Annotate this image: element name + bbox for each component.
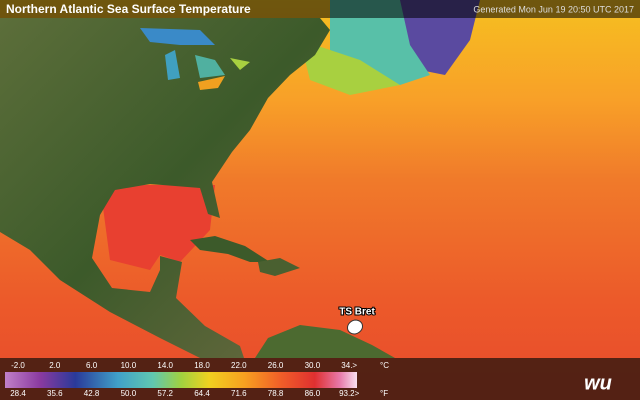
fahrenheit-label: 28.4 [10, 389, 26, 398]
color-scale [5, 372, 357, 388]
title: Northern Atlantic Sea Surface Temperatur… [6, 2, 251, 16]
celsius-label: 26.0 [268, 361, 284, 370]
celsius-label: 10.0 [121, 361, 137, 370]
great-lake [140, 28, 215, 45]
celsius-label: 2.0 [49, 361, 61, 370]
hispaniola [258, 258, 300, 276]
fahrenheit-label: 57.2 [157, 389, 173, 398]
great-lake [165, 50, 180, 80]
fahrenheit-unit: °F [380, 389, 388, 398]
celsius-label: 34.> [341, 361, 357, 370]
south-america [255, 325, 395, 358]
celsius-label: 6.0 [86, 361, 98, 370]
celsius-label: -2.0 [11, 361, 25, 370]
fahrenheit-label: 50.0 [121, 389, 137, 398]
great-lake [195, 55, 225, 78]
fahrenheit-label: 71.6 [231, 389, 247, 398]
storm-label: TS Bret [339, 307, 375, 318]
celsius-unit: °C [380, 361, 389, 370]
logo: wu [584, 372, 612, 394]
fahrenheit-label: 35.6 [47, 389, 63, 398]
great-lake [230, 58, 250, 70]
fahrenheit-label: 86.0 [305, 389, 321, 398]
celsius-label: 14.0 [157, 361, 173, 370]
cuba [190, 236, 270, 262]
fahrenheit-label: 93.2> [339, 389, 360, 398]
gulf-water [100, 185, 215, 270]
fahrenheit-label: 42.8 [84, 389, 100, 398]
north-america [0, 18, 330, 358]
timestamp: Generated Mon Jun 19 20:50 UTC 2017 [473, 4, 634, 14]
fahrenheit-label: 64.4 [194, 389, 210, 398]
cold-water [400, 0, 480, 75]
celsius-label: 22.0 [231, 361, 247, 370]
celsius-label: 18.0 [194, 361, 210, 370]
fahrenheit-label: 78.8 [268, 389, 284, 398]
celsius-label: 30.0 [305, 361, 321, 370]
great-lake [198, 76, 225, 90]
header-bar [0, 0, 640, 18]
mild-water [300, 40, 400, 95]
legend: -2.0 2.0 6.0 10.0 14.0 18.0 22.0 26.0 30.0 34.> °C… [10, 361, 389, 398]
storm-icon [347, 319, 363, 335]
